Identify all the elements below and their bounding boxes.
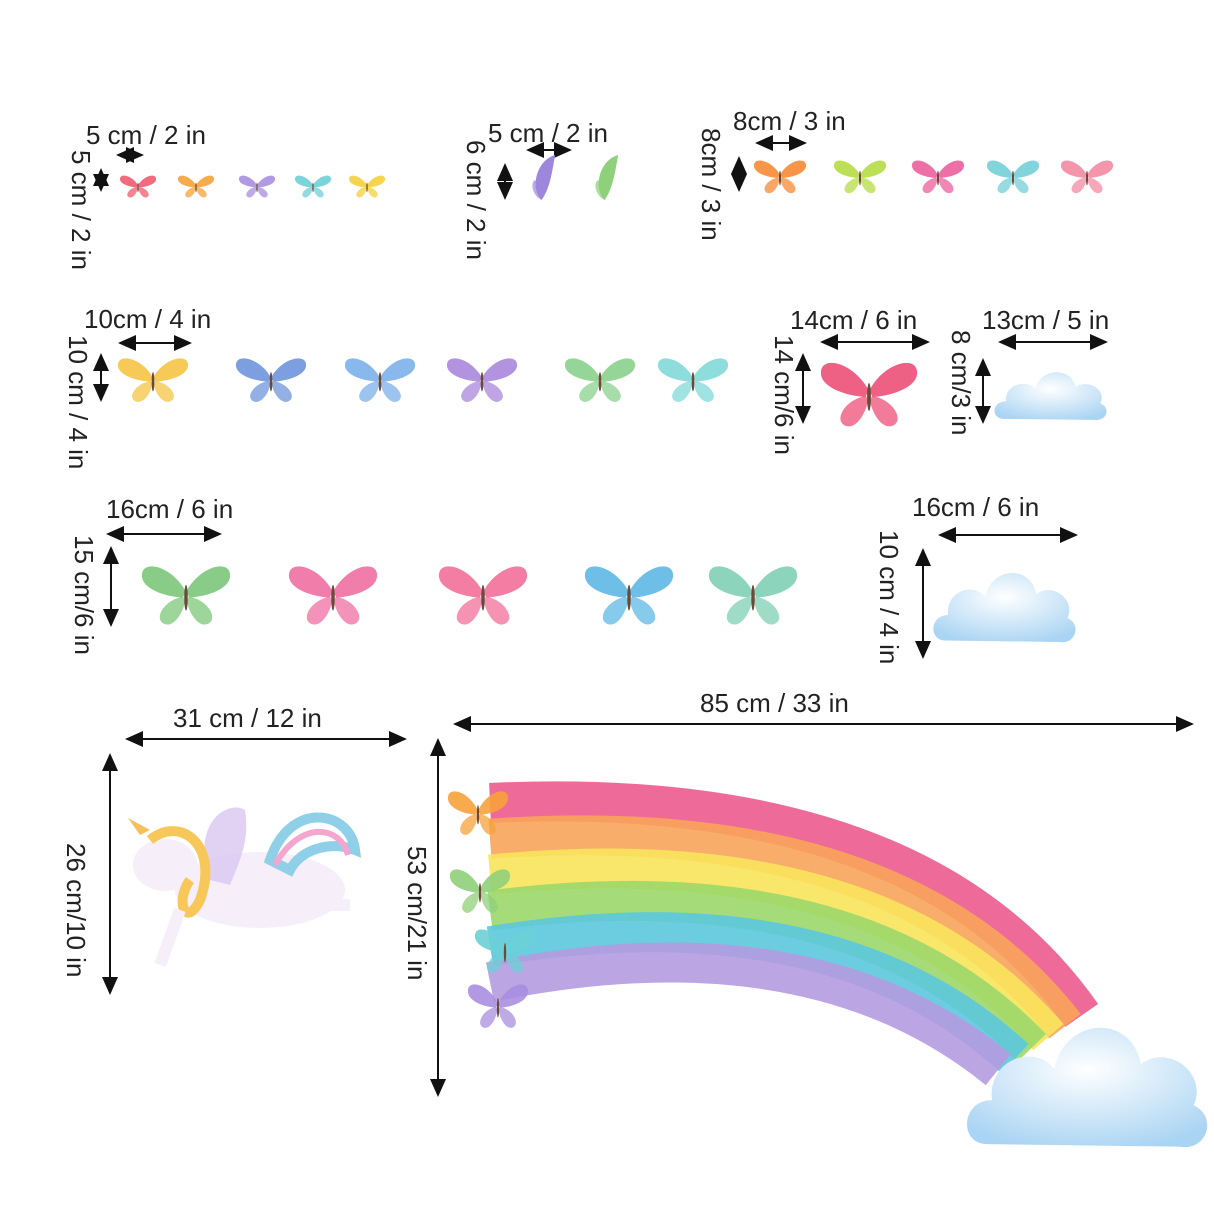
g3-height-label: 8cm / 3 in bbox=[696, 128, 726, 241]
rainbow-band bbox=[488, 815, 1081, 1039]
g1-butterfly bbox=[177, 175, 215, 198]
g7-width-label: 16cm / 6 in bbox=[106, 494, 234, 524]
g4-height-label: 10 cm / 4 in bbox=[63, 335, 93, 470]
g10-butterfly bbox=[467, 984, 529, 1028]
g9-unicorn bbox=[128, 807, 362, 968]
g8-width-label: 16cm / 6 in bbox=[912, 492, 1040, 522]
g10-width-label: 85 cm / 33 in bbox=[700, 688, 849, 718]
g4-butterfly bbox=[564, 358, 636, 402]
g3-butterfly bbox=[753, 160, 807, 194]
g8-cloud bbox=[933, 572, 1076, 643]
g4-butterfly bbox=[235, 358, 307, 402]
g6-height-label: 8 cm/3 in bbox=[946, 330, 976, 436]
g9-width-label: 31 cm / 12 in bbox=[173, 703, 322, 733]
g4-width-label: 10cm / 4 in bbox=[84, 304, 212, 334]
g10-butterfly bbox=[449, 869, 511, 913]
g8-height-label: 10 cm / 4 in bbox=[874, 530, 904, 665]
g1-butterfly bbox=[348, 175, 386, 198]
g10-rainbow bbox=[486, 781, 1099, 1086]
g1-height-label: 5 cm / 2 in bbox=[66, 150, 96, 270]
g2-width-label: 5 cm / 2 in bbox=[488, 118, 608, 148]
g2-height-label: 6 cm / 2 in bbox=[461, 140, 491, 260]
g3-butterfly bbox=[911, 160, 965, 194]
g7-butterfly bbox=[584, 566, 674, 625]
g2-butterfly bbox=[532, 155, 556, 200]
rainbow-band bbox=[488, 848, 1064, 1051]
g1-butterfly bbox=[119, 175, 157, 198]
g3-butterfly bbox=[833, 160, 887, 194]
g4-butterfly bbox=[344, 358, 416, 402]
g5-width-label: 14cm / 6 in bbox=[790, 305, 918, 335]
g6-width-label: 13cm / 5 in bbox=[982, 305, 1110, 335]
rainbow-band bbox=[487, 880, 1047, 1062]
g10-butterfly bbox=[474, 929, 536, 973]
g7-butterfly bbox=[141, 566, 231, 625]
g1-width-label: 5 cm / 2 in bbox=[86, 120, 206, 150]
g2-butterfly bbox=[595, 155, 619, 200]
g5-height-label: 14 cm/6 in bbox=[769, 335, 799, 455]
g7-butterfly bbox=[438, 566, 528, 625]
g10-butterfly bbox=[447, 791, 509, 835]
g7-butterfly bbox=[708, 566, 798, 625]
g3-width-label: 8cm / 3 in bbox=[733, 106, 846, 136]
g7-butterfly bbox=[288, 566, 378, 625]
g4-butterfly bbox=[117, 358, 189, 402]
rainbow-band bbox=[486, 942, 1011, 1086]
g1-butterfly bbox=[238, 175, 276, 198]
g9-height-label: 26 cm/10 in bbox=[61, 843, 91, 978]
g1-butterfly bbox=[294, 175, 332, 198]
g4-butterfly bbox=[446, 358, 518, 402]
g10-cloud bbox=[967, 1027, 1208, 1148]
g10-height-label: 53 cm/21 in bbox=[402, 846, 432, 981]
g3-butterfly bbox=[1060, 160, 1114, 194]
g5-butterfly bbox=[820, 362, 918, 427]
g3-butterfly bbox=[986, 160, 1040, 194]
g7-height-label: 15 cm/6 in bbox=[69, 535, 99, 655]
rainbow-band bbox=[489, 781, 1099, 1027]
g4-butterfly bbox=[657, 358, 729, 402]
rainbow-band bbox=[486, 912, 1029, 1074]
g6-cloud bbox=[994, 372, 1107, 421]
